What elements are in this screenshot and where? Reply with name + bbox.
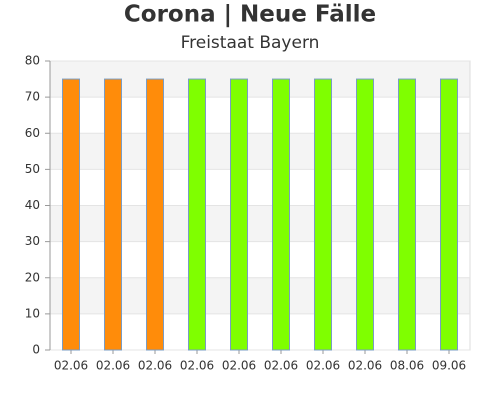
bar	[146, 78, 164, 351]
bar	[440, 78, 458, 351]
y-tick-label: 70	[25, 90, 40, 104]
chart-title: Corona | Neue Fälle	[124, 2, 376, 28]
y-tick-label: 30	[25, 234, 40, 248]
x-tick-label: 08.06	[390, 359, 424, 373]
y-tick-label: 20	[25, 270, 40, 284]
y-tick-label: 60	[25, 126, 40, 140]
bar	[104, 78, 122, 351]
x-tick-label: 02.06	[348, 359, 382, 373]
y-tick-label: 0	[32, 343, 40, 357]
y-tick-label: 10	[25, 306, 40, 320]
bar	[314, 78, 332, 351]
y-tick-label: 50	[25, 162, 40, 176]
x-tick-label: 02.06	[54, 359, 88, 373]
bar	[188, 78, 206, 351]
bar	[272, 78, 290, 351]
bar	[398, 78, 416, 351]
y-tick-label: 80	[25, 54, 40, 68]
x-tick-label: 02.06	[222, 359, 256, 373]
bar	[230, 78, 248, 351]
bar	[356, 78, 374, 351]
x-tick-label: 02.06	[306, 359, 340, 373]
y-tick-label: 40	[25, 198, 40, 212]
x-tick-label: 02.06	[180, 359, 214, 373]
bar	[62, 78, 80, 351]
x-tick-label: 02.06	[96, 359, 130, 373]
x-tick-label: 09.06	[432, 359, 466, 373]
x-tick-label: 02.06	[138, 359, 172, 373]
x-tick-label: 02.06	[264, 359, 298, 373]
chart-subtitle: Freistaat Bayern	[181, 33, 320, 53]
